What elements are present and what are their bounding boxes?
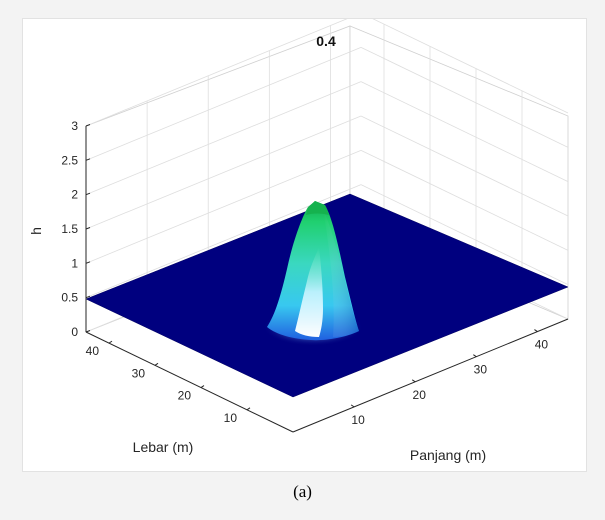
z-gridline-right — [360, 81, 569, 183]
figure-caption: (a) — [293, 482, 312, 501]
x-tick — [350, 404, 355, 408]
z-gridline-right — [360, 115, 569, 217]
z-gridline-left — [85, 149, 362, 264]
y-axis-line — [85, 331, 294, 433]
z-tick-label: 2 — [71, 188, 78, 202]
x-tick — [411, 379, 416, 383]
surface-peak-top — [306, 201, 329, 215]
z-tick — [85, 124, 91, 127]
z-tick-label: 1 — [71, 256, 78, 270]
y-tick-label: 40 — [86, 344, 100, 358]
surface-peak-highlight — [295, 247, 323, 337]
x-tick-label: 30 — [474, 363, 488, 377]
y-tick — [246, 407, 251, 411]
z-gridline-left — [85, 81, 362, 196]
z-axis-label: h — [28, 227, 44, 235]
z-tick-label: 0.5 — [61, 291, 78, 305]
z-tick — [85, 158, 91, 161]
x-axis-line — [292, 318, 569, 433]
y-tick-label: 20 — [178, 389, 192, 403]
y-tick — [108, 340, 113, 344]
x-axis-label: Panjang (m) — [410, 447, 486, 463]
z-tick — [85, 261, 91, 264]
z-gridline-left — [85, 12, 362, 127]
y-tick — [200, 385, 205, 388]
y-tick-label: 10 — [224, 411, 238, 425]
y-tick-label: 30 — [132, 366, 146, 380]
z-gridline-right — [360, 46, 569, 148]
surface-peak-shade — [323, 209, 359, 337]
axis-ticks: 0 0.5 1 1.5 2 2.5 3 10 20 30 40 10 20 30 40 — [61, 119, 548, 427]
figure-panel: 0 0.5 1 1.5 2 2.5 3 10 20 30 40 10 20 30 40 0.4 h Leba… — [22, 12, 587, 472]
z-gridline-left — [85, 46, 362, 161]
z-tick — [85, 295, 91, 299]
chart-title: 0.4 — [316, 33, 336, 49]
z-tick — [85, 227, 91, 230]
surface-plot: 0 0.5 1 1.5 2 2.5 3 10 20 30 40 10 20 30 40 0.4 h Leba… — [28, 12, 569, 463]
y-axis-label: Lebar (m) — [133, 439, 194, 455]
z-tick-label: 1.5 — [61, 222, 78, 236]
z-tick — [85, 192, 91, 196]
x-tick — [534, 329, 538, 332]
z-gridline-right — [360, 149, 569, 251]
x-tick-label: 20 — [413, 388, 427, 402]
z-tick — [85, 330, 91, 333]
z-gridline-left — [85, 115, 362, 230]
z-tick-label: 3 — [71, 119, 78, 133]
x-tick-label: 10 — [351, 413, 365, 427]
z-gridline-right — [360, 184, 569, 286]
z-gridline-right — [360, 12, 569, 114]
x-tick — [473, 354, 477, 358]
z-tick-label: 2.5 — [61, 153, 78, 167]
y-tick — [154, 362, 159, 366]
z-tick-label: 0 — [71, 325, 78, 339]
x-tick-label: 40 — [535, 338, 549, 352]
